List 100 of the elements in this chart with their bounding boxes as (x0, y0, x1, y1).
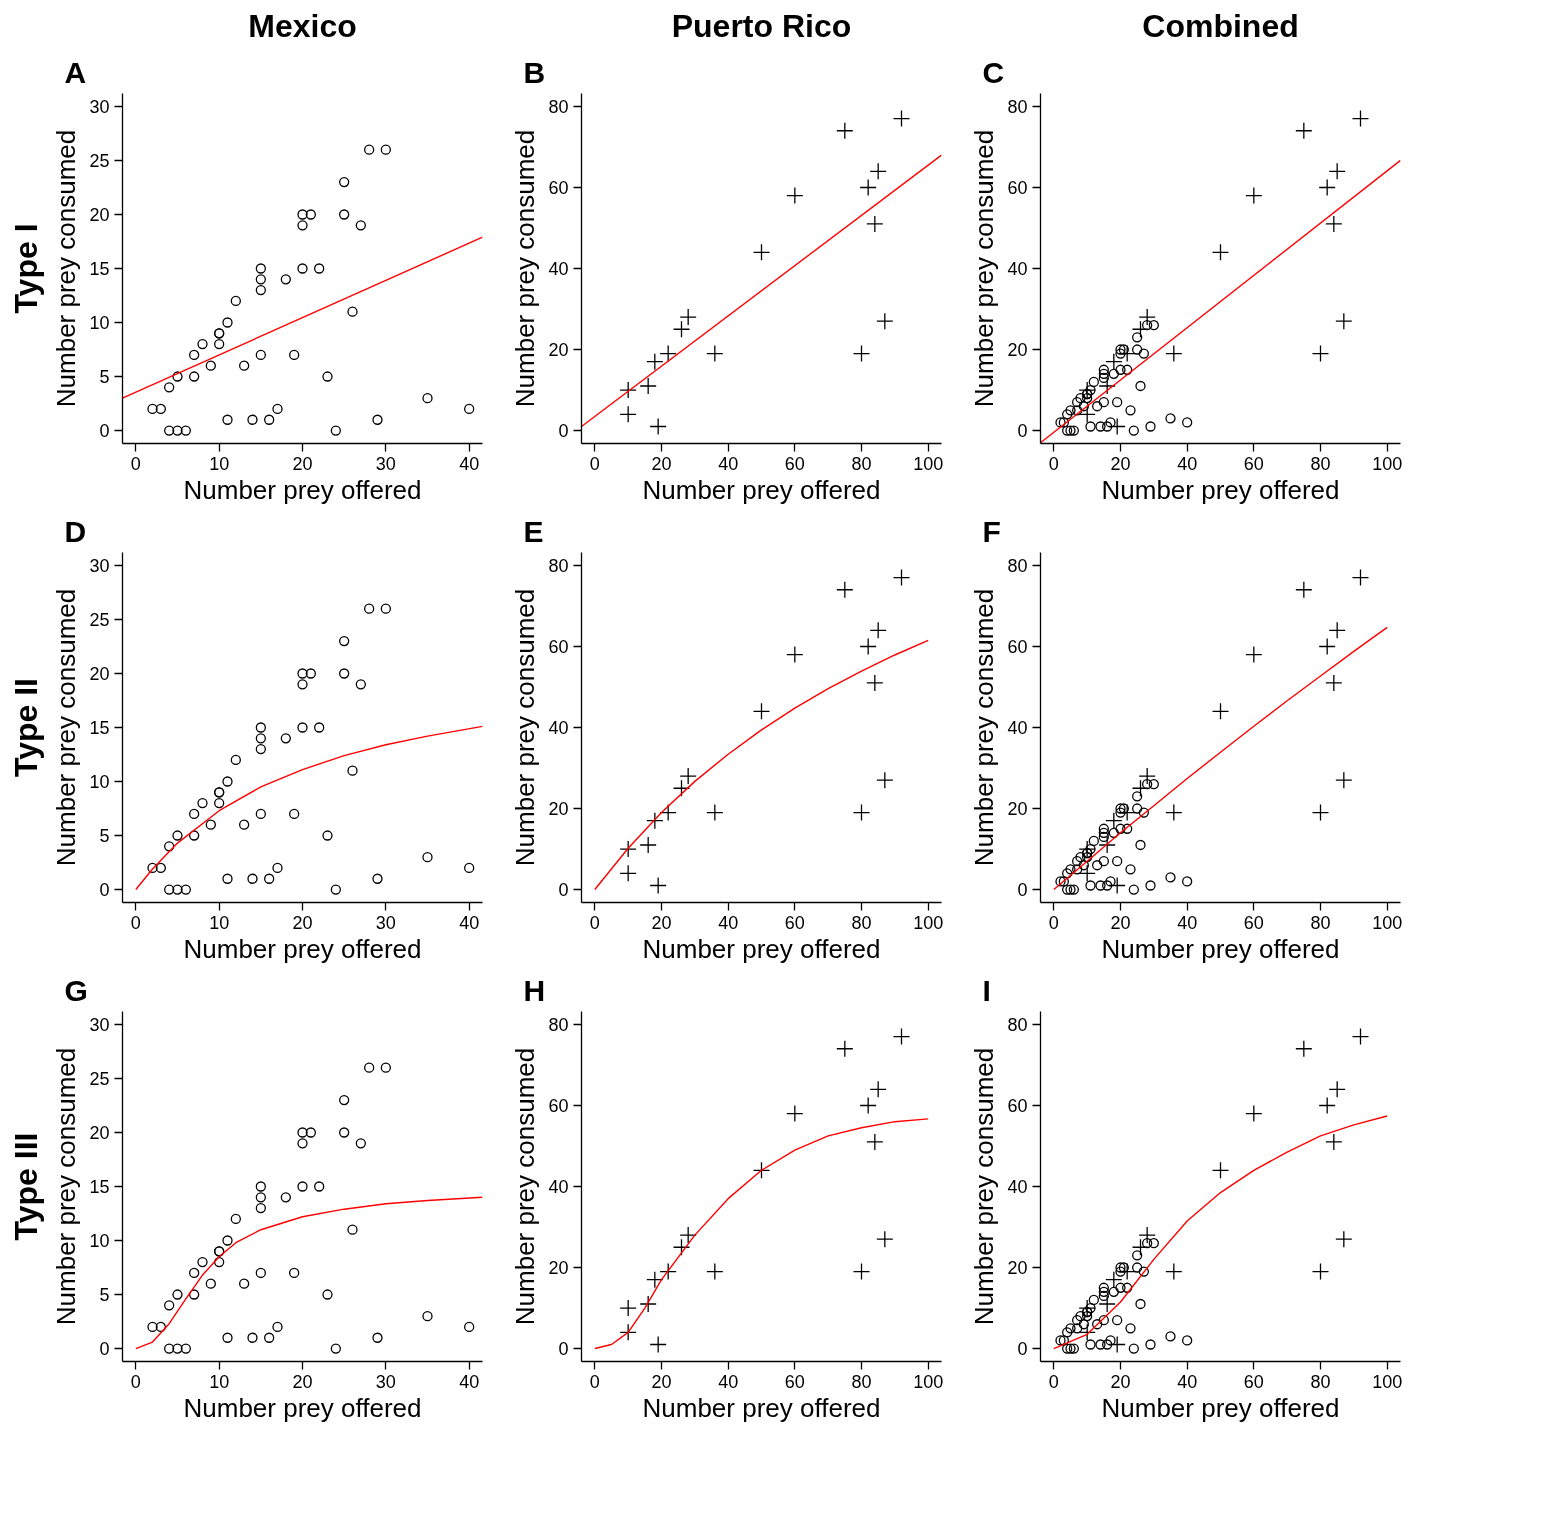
x-tick-label: 40 (1177, 453, 1198, 474)
y-tick-label: 0 (99, 421, 110, 442)
y-tick-label: 60 (548, 177, 569, 198)
x-tick-label: 100 (1372, 1371, 1403, 1392)
x-tick-label: 0 (589, 453, 600, 474)
y-tick-label: 80 (548, 1014, 569, 1035)
x-tick-label: 0 (589, 912, 600, 933)
x-tick-label: 10 (209, 453, 230, 474)
y-tick-label: 25 (89, 1068, 110, 1089)
chart-subtitle: A (64, 55, 87, 89)
y-tick-label: 40 (548, 1177, 569, 1197)
y-tick-label: 80 (1007, 555, 1028, 576)
x-tick-label: 100 (1372, 453, 1403, 474)
y-tick-label: 0 (1017, 421, 1028, 442)
y-axis-title: Number prey consumed (51, 588, 82, 867)
x-axis-title: Number prey offered (1101, 474, 1340, 505)
x-tick-label: 40 (718, 1371, 739, 1392)
y-tick-label: 60 (1007, 177, 1028, 198)
y-tick-label: 15 (89, 259, 110, 279)
x-tick-label: 100 (913, 1371, 944, 1392)
text: Type II (7, 678, 44, 777)
x-tick-label: 20 (651, 1371, 672, 1392)
y-tick-label: 5 (99, 367, 110, 388)
y-tick-label: 5 (99, 826, 110, 847)
y-tick-label: 0 (558, 421, 569, 442)
chart-subtitle: G (64, 973, 88, 1007)
x-tick-label: 80 (1310, 912, 1331, 933)
y-tick-label: 5 (99, 1285, 110, 1306)
x-tick-label: 60 (1243, 912, 1264, 933)
x-tick-label: 20 (651, 912, 672, 933)
y-tick-label: 25 (89, 609, 110, 630)
y-tick-label: 0 (99, 880, 110, 901)
y-axis-title: Number prey consumed (510, 1047, 541, 1326)
y-tick-label: 30 (89, 96, 110, 117)
x-tick-label: 30 (375, 453, 396, 474)
y-tick-label: 20 (548, 1258, 569, 1279)
x-tick-label: 80 (851, 912, 872, 933)
y-tick-label: 80 (548, 555, 569, 576)
y-tick-label: 20 (89, 204, 110, 225)
chart-title: Combined (1142, 7, 1299, 44)
x-tick-label: 40 (459, 912, 480, 933)
y-tick-label: 15 (89, 1177, 110, 1197)
x-tick-label: 40 (1177, 1371, 1198, 1392)
y-tick-label: 0 (99, 1339, 110, 1360)
chart-subtitle: B (523, 55, 546, 89)
y-tick-label: 20 (1007, 340, 1028, 361)
y-tick-label: 60 (1007, 636, 1028, 657)
x-tick-label: 40 (718, 912, 739, 933)
chart-subtitle: E (523, 514, 544, 548)
x-tick-label: 10 (209, 912, 230, 933)
x-axis-title: Number prey offered (1101, 1392, 1340, 1423)
y-axis-title: Number prey consumed (510, 129, 541, 408)
x-tick-label: 0 (1048, 453, 1059, 474)
x-tick-label: 60 (784, 1371, 805, 1392)
y-tick-label: 20 (1007, 1258, 1028, 1279)
x-axis-title: Number prey offered (183, 474, 422, 505)
y-tick-label: 10 (89, 772, 110, 793)
x-tick-label: 0 (1048, 1371, 1059, 1392)
y-tick-label: 20 (89, 1122, 110, 1143)
text: Type I (7, 223, 44, 314)
y-tick-label: 20 (548, 799, 569, 820)
x-tick-label: 0 (130, 1371, 141, 1392)
y-tick-label: 80 (548, 96, 569, 117)
x-tick-label: 40 (459, 453, 480, 474)
x-tick-label: 0 (1048, 912, 1059, 933)
x-tick-label: 60 (784, 453, 805, 474)
y-tick-label: 20 (89, 663, 110, 684)
y-tick-label: 30 (89, 1014, 110, 1035)
x-tick-label: 20 (1110, 453, 1131, 474)
y-tick-label: 10 (89, 313, 110, 334)
chart-title: Mexico (248, 7, 357, 44)
y-axis-title: Number prey consumed (969, 588, 1000, 867)
y-tick-label: 40 (548, 259, 569, 279)
y-tick-label: 40 (548, 718, 569, 738)
x-tick-label: 20 (292, 1371, 313, 1392)
x-tick-label: 20 (1110, 1371, 1131, 1392)
chart-subtitle: H (523, 973, 546, 1007)
x-tick-label: 40 (1177, 912, 1198, 933)
y-tick-label: 0 (1017, 1339, 1028, 1360)
chart-subtitle: C (982, 55, 1005, 89)
x-tick-label: 20 (292, 912, 313, 933)
x-tick-label: 40 (459, 1371, 480, 1392)
y-tick-label: 40 (1007, 1177, 1028, 1197)
x-tick-label: 0 (130, 912, 141, 933)
y-tick-label: 0 (1017, 880, 1028, 901)
x-axis-title: Number prey offered (183, 1392, 422, 1423)
text: Type III (7, 1132, 44, 1241)
y-tick-label: 40 (1007, 718, 1028, 738)
chart-title: Puerto Rico (671, 7, 852, 44)
x-tick-label: 20 (292, 453, 313, 474)
y-tick-label: 20 (1007, 799, 1028, 820)
x-tick-label: 80 (851, 453, 872, 474)
x-tick-label: 0 (589, 1371, 600, 1392)
y-tick-label: 30 (89, 555, 110, 576)
y-tick-label: 80 (1007, 96, 1028, 117)
x-tick-label: 20 (1110, 912, 1131, 933)
x-tick-label: 30 (375, 1371, 396, 1392)
x-tick-label: 80 (1310, 1371, 1331, 1392)
y-tick-label: 60 (548, 636, 569, 657)
x-tick-label: 60 (784, 912, 805, 933)
